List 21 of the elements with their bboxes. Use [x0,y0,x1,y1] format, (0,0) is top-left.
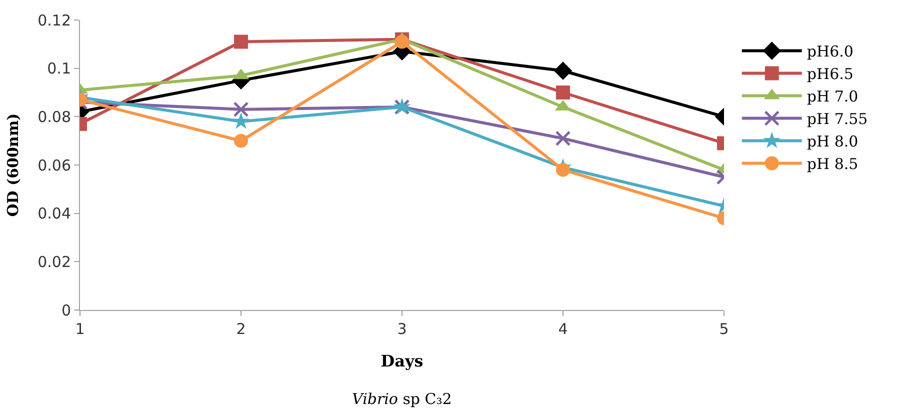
y-tick-label: 0.08 [38,108,71,126]
y-tick-label: 0.06 [38,156,71,174]
y-tick-label: 0.02 [38,252,71,271]
y-tick-label: 0.12 [38,11,71,30]
legend-label: pH6.5 [806,65,854,84]
x-axis-title: Days [380,352,424,371]
legend-label: pH 7.0 [806,88,858,106]
y-tick-label: 0 [61,301,71,320]
x-tick-label: 5 [719,320,729,338]
legend-label: pH 7.55 [806,110,868,128]
legend-label: pH 8.0 [806,132,858,151]
legend-label: pH6.0 [806,42,854,61]
y-tick-label: 0.1 [47,60,71,78]
y-tick-label: 0.04 [38,204,71,223]
x-tick-label: 4 [558,320,568,338]
x-tick-label: 2 [236,320,246,338]
x-tick-label: 3 [397,320,407,338]
y-axis-title: OD (600nm) [4,113,22,217]
x-tick-label: 1 [75,320,85,338]
legend-label: pH 8.5 [806,155,858,174]
text: Vibrio sp C₃2 [352,390,452,408]
